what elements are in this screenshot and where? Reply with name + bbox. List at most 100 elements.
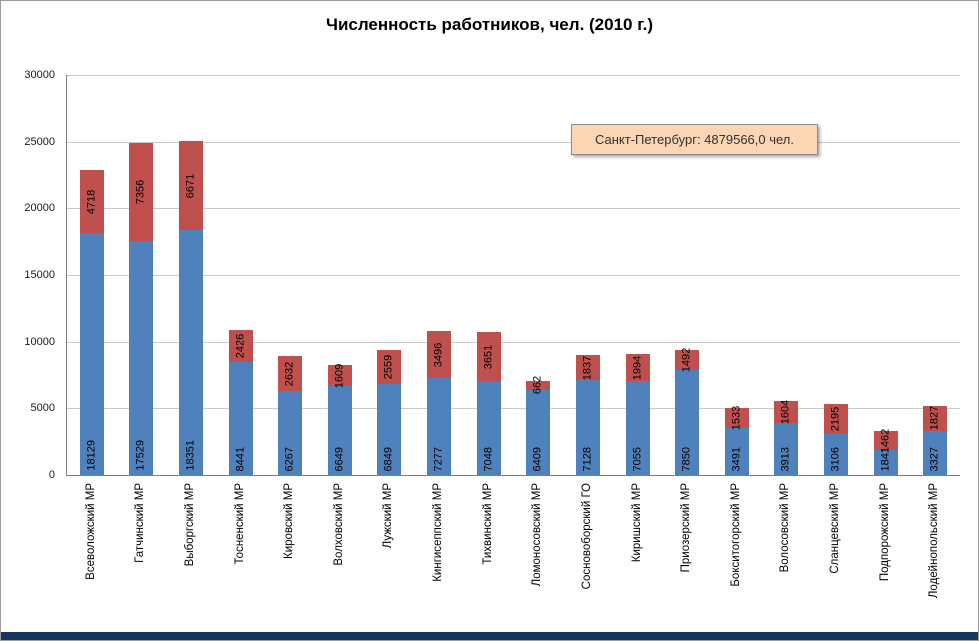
bar-segment-lower: 3491 bbox=[724, 428, 749, 475]
bar-segment-upper: 6671 bbox=[179, 141, 204, 231]
annotation-callout: Санкт-Петербург: 4879566,0 чел. bbox=[571, 124, 818, 155]
x-axis-label: Волховский МР bbox=[332, 483, 345, 566]
bar-value-label: 6409 bbox=[531, 446, 544, 471]
bar-segment-upper: 1462 bbox=[873, 428, 898, 453]
bar-segment-lower: 7128 bbox=[575, 379, 600, 475]
bar-segment-lower: 6849 bbox=[377, 383, 402, 475]
bar-value-label: 6671 bbox=[184, 173, 197, 199]
x-axis-label: Киришский МР bbox=[630, 483, 643, 563]
bar-segment-upper: 1609 bbox=[327, 363, 352, 388]
bar-value-label: 1533 bbox=[730, 406, 743, 431]
bar-value-label: 2632 bbox=[283, 361, 296, 387]
bar-value-label: 6649 bbox=[333, 446, 346, 471]
bar-value-label: 4718 bbox=[85, 189, 98, 215]
y-tick-label: 25000 bbox=[24, 135, 55, 148]
y-tick-label: 30000 bbox=[24, 69, 55, 81]
bar-value-label: 8441 bbox=[234, 446, 247, 471]
gridline bbox=[67, 275, 960, 276]
bars: 4718 18129 7356 17529 6671 18351 2426 8441 2632 6… bbox=[67, 75, 960, 475]
bar-value-label: 1841 bbox=[879, 446, 892, 471]
bar-value-label: 3913 bbox=[779, 446, 792, 471]
bar: 1994 7055 bbox=[625, 354, 650, 475]
bar-segment-upper: 3651 bbox=[476, 332, 501, 382]
x-axis-labels: Всеволожский МР Гатчинский МР Выборгский М… bbox=[66, 479, 959, 629]
bar-segment-upper: 1994 bbox=[625, 354, 650, 381]
bottom-bar bbox=[1, 632, 978, 640]
bar: 1604 3913 bbox=[774, 400, 799, 475]
x-axis-label: Приозерский МР bbox=[680, 483, 693, 573]
bar: 2426 8441 bbox=[228, 330, 253, 475]
x-axis-label: Кировский МР bbox=[283, 483, 296, 559]
bar-value-label: 7277 bbox=[432, 446, 445, 471]
bar-segment-lower: 3913 bbox=[774, 422, 799, 475]
bar-segment-upper: 1492 bbox=[675, 348, 700, 373]
bar: 662 6409 bbox=[526, 376, 551, 475]
bar-segment-lower: 6649 bbox=[327, 386, 352, 475]
bar-segment-upper: 2559 bbox=[377, 349, 402, 384]
bar: 1609 6649 bbox=[327, 363, 352, 475]
bar-segment-lower: 18129 bbox=[79, 233, 104, 475]
bar-value-label: 662 bbox=[531, 375, 544, 395]
bar-segment-upper: 1604 bbox=[774, 400, 799, 424]
bar-segment-upper: 2632 bbox=[278, 356, 303, 392]
bar-value-label: 2426 bbox=[234, 334, 247, 359]
bar-segment-upper: 1533 bbox=[724, 406, 749, 431]
bar-value-label: 17529 bbox=[134, 440, 147, 471]
bar-value-label: 1837 bbox=[581, 355, 594, 380]
bar-segment-lower: 1841 bbox=[873, 446, 898, 475]
bar-value-label: 3106 bbox=[829, 446, 842, 471]
bar: 1492 7850 bbox=[675, 348, 700, 475]
bar-segment-lower: 6267 bbox=[278, 391, 303, 475]
gridlines bbox=[67, 75, 960, 475]
y-tick-label: 10000 bbox=[24, 335, 55, 348]
bar: 1837 7128 bbox=[575, 355, 600, 475]
gridline bbox=[67, 408, 960, 410]
bar-segment-lower: 7048 bbox=[476, 381, 501, 475]
bar-segment-lower: 7055 bbox=[625, 380, 650, 475]
bar-segment-lower: 6409 bbox=[526, 389, 551, 475]
bar-value-label: 3327 bbox=[928, 446, 941, 471]
bar-value-label: 3651 bbox=[482, 344, 495, 369]
bar: 3496 7277 bbox=[427, 331, 452, 475]
bar-value-label: 7850 bbox=[680, 446, 693, 471]
bar-value-label: 1492 bbox=[680, 348, 693, 373]
bar: 1827 3327 bbox=[923, 406, 948, 475]
bar-segment-lower: 3106 bbox=[823, 433, 848, 475]
x-axis-label: Сосновоборский ГО bbox=[580, 483, 593, 590]
x-axis-label: Бокситогорский МР bbox=[729, 483, 742, 587]
bar: 2559 6849 bbox=[377, 349, 402, 475]
annotation-text: Санкт-Петербург: 4879566,0 чел. bbox=[594, 132, 794, 147]
bar-segment-lower: 8441 bbox=[228, 362, 253, 475]
bar-segment-upper: 3496 bbox=[427, 331, 452, 378]
bar-value-label: 7128 bbox=[581, 446, 594, 471]
bar-segment-lower: 17529 bbox=[129, 241, 154, 475]
bar: 3651 7048 bbox=[476, 332, 501, 475]
bar: 6671 18351 bbox=[179, 141, 204, 475]
bar-value-label: 2559 bbox=[382, 354, 395, 379]
bar: 2195 3106 bbox=[823, 404, 848, 475]
bar-value-label: 18129 bbox=[85, 440, 98, 471]
x-axis-label: Сланцевский МР bbox=[828, 483, 841, 574]
x-axis-label: Лужский МР bbox=[382, 483, 395, 549]
x-axis-label: Волосовский МР bbox=[779, 483, 792, 573]
bar-segment-lower: 7277 bbox=[427, 377, 452, 475]
bar-segment-lower: 18351 bbox=[179, 230, 204, 475]
bar-segment-upper: 1837 bbox=[575, 355, 600, 380]
chart-title: Численность работников, чел. (2010 г.) bbox=[326, 15, 653, 34]
x-axis-label: Всеволожский МР bbox=[84, 483, 97, 580]
bar-value-label: 1609 bbox=[333, 363, 346, 388]
x-axis-label: Кингисеппский МР bbox=[432, 483, 445, 582]
bar-value-label: 1994 bbox=[631, 355, 644, 380]
bar: 4718 18129 bbox=[79, 170, 104, 475]
y-tick-label: 0 bbox=[48, 469, 55, 481]
bar-segment-upper: 1827 bbox=[923, 406, 948, 431]
bar-segment-upper: 662 bbox=[526, 376, 551, 394]
bar: 2632 6267 bbox=[278, 356, 303, 475]
bar-value-label: 7048 bbox=[482, 446, 495, 471]
x-axis-label: Тихвинский МР bbox=[481, 483, 494, 565]
y-tick-label: 5000 bbox=[30, 402, 55, 415]
bar: 7356 17529 bbox=[129, 143, 154, 475]
bar: 1533 3491 bbox=[724, 406, 749, 475]
x-axis-label: Выборгский МР bbox=[184, 483, 197, 567]
